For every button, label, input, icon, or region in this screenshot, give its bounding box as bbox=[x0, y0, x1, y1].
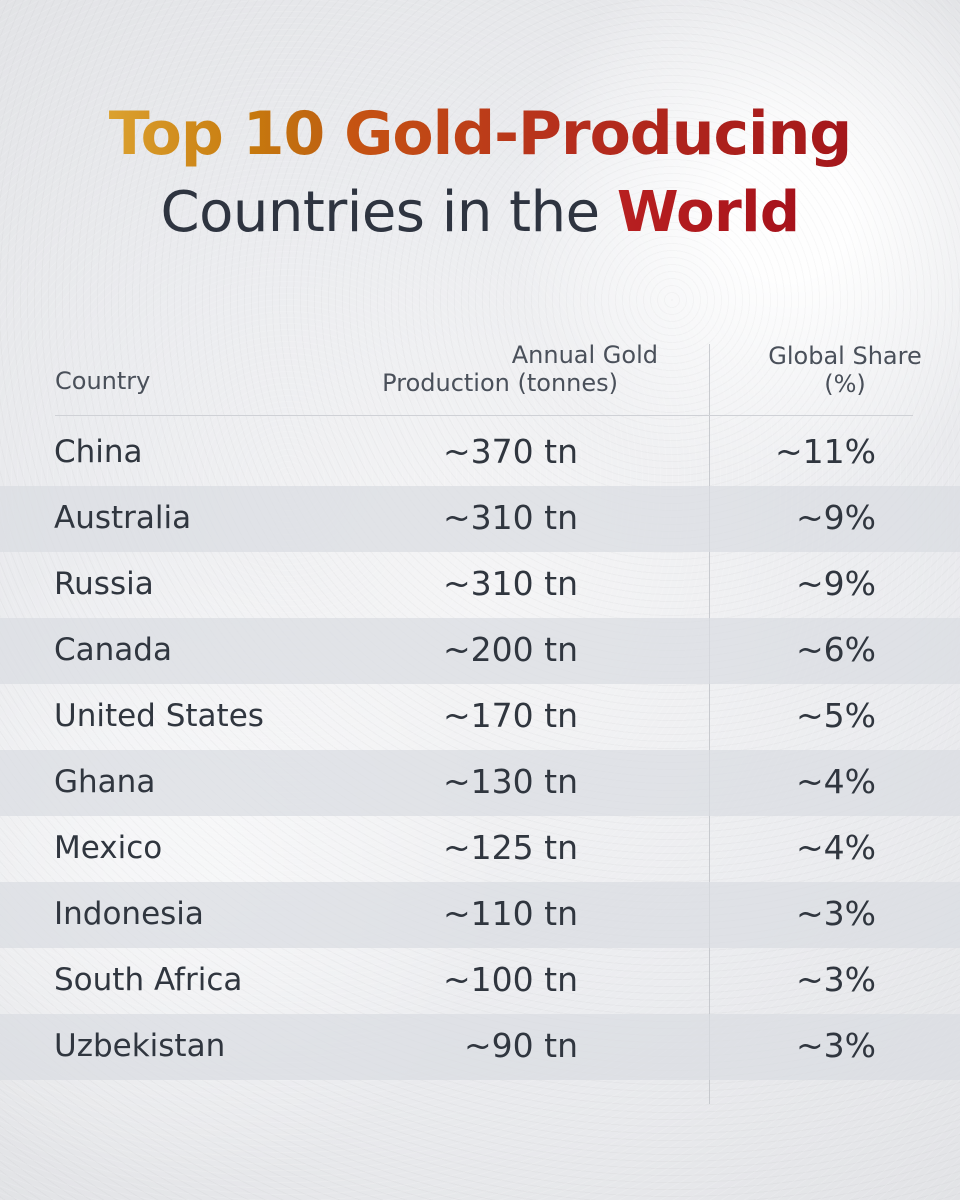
title-countries-in-the: Countries in the bbox=[160, 180, 600, 245]
share-cell: ~9% bbox=[795, 564, 876, 603]
share-cell: ~4% bbox=[795, 762, 876, 801]
table-row: Uzbekistan ~90 tn ~3% bbox=[0, 1014, 960, 1080]
page-title: Top 10 Gold-Producing Countries in the W… bbox=[0, 104, 960, 241]
production-cell: ~170 tn bbox=[443, 696, 578, 735]
share-cell: ~3% bbox=[795, 894, 876, 933]
production-cell: ~310 tn bbox=[443, 498, 578, 537]
country-cell: South Africa bbox=[54, 962, 243, 998]
country-cell: Ghana bbox=[54, 764, 156, 800]
header-global-share: Global Share (%) bbox=[745, 342, 945, 398]
country-cell: Russia bbox=[54, 566, 154, 602]
country-cell: Australia bbox=[54, 500, 192, 536]
share-cell: ~3% bbox=[795, 960, 876, 999]
country-cell: Uzbekistan bbox=[54, 1028, 226, 1064]
table-row: United States ~170 tn ~5% bbox=[0, 684, 960, 750]
production-cell: ~110 tn bbox=[443, 894, 578, 933]
table-row: Ghana ~130 tn ~4% bbox=[0, 750, 960, 816]
production-cell: ~200 tn bbox=[443, 630, 578, 669]
table-row: Australia ~310 tn ~9% bbox=[0, 486, 960, 552]
table-row: Russia ~310 tn ~9% bbox=[0, 552, 960, 618]
production-cell: ~370 tn bbox=[443, 432, 578, 471]
production-cell: ~310 tn bbox=[443, 564, 578, 603]
production-cell: ~130 tn bbox=[443, 762, 578, 801]
title-line-1: Top 10 Gold-Producing bbox=[0, 104, 960, 164]
country-cell: United States bbox=[54, 698, 264, 734]
table-row: Mexico ~125 tn ~4% bbox=[0, 816, 960, 882]
table-row: China ~370 tn ~11% bbox=[0, 420, 960, 486]
country-cell: China bbox=[54, 434, 143, 470]
share-cell: ~11% bbox=[775, 432, 876, 471]
title-gold-producing: Gold-Producing bbox=[344, 99, 852, 169]
header-production-line-2: Production (tonnes) bbox=[382, 369, 618, 397]
country-cell: Indonesia bbox=[54, 896, 204, 932]
table-row: Canada ~200 tn ~6% bbox=[0, 618, 960, 684]
column-divider bbox=[709, 344, 710, 1104]
gold-production-table: Country Annual Gold Production (tonnes) … bbox=[0, 336, 960, 1104]
table-body: China ~370 tn ~11% Australia ~310 tn ~9%… bbox=[0, 420, 960, 1080]
header-share-line-1: Global Share bbox=[768, 342, 922, 370]
share-cell: ~4% bbox=[795, 828, 876, 867]
country-cell: Mexico bbox=[54, 830, 163, 866]
share-cell: ~3% bbox=[795, 1026, 876, 1065]
title-line-2: Countries in the World bbox=[0, 185, 960, 241]
production-cell: ~100 tn bbox=[443, 960, 578, 999]
share-cell: ~5% bbox=[795, 696, 876, 735]
country-cell: Canada bbox=[54, 632, 172, 668]
title-top-10: Top 10 bbox=[108, 99, 326, 169]
header-production: Annual Gold Production (tonnes) bbox=[338, 341, 658, 397]
table-row: South Africa ~100 tn ~3% bbox=[0, 948, 960, 1014]
header-production-line-1: Annual Gold bbox=[511, 341, 658, 369]
production-cell: ~90 tn bbox=[464, 1026, 578, 1065]
production-cell: ~125 tn bbox=[443, 828, 578, 867]
share-cell: ~9% bbox=[795, 498, 876, 537]
header-share-line-2: (%) bbox=[824, 370, 866, 398]
header-divider bbox=[55, 415, 913, 416]
share-cell: ~6% bbox=[795, 630, 876, 669]
table-row: Indonesia ~110 tn ~3% bbox=[0, 882, 960, 948]
header-country: Country bbox=[55, 367, 151, 395]
title-world: World bbox=[616, 180, 800, 245]
